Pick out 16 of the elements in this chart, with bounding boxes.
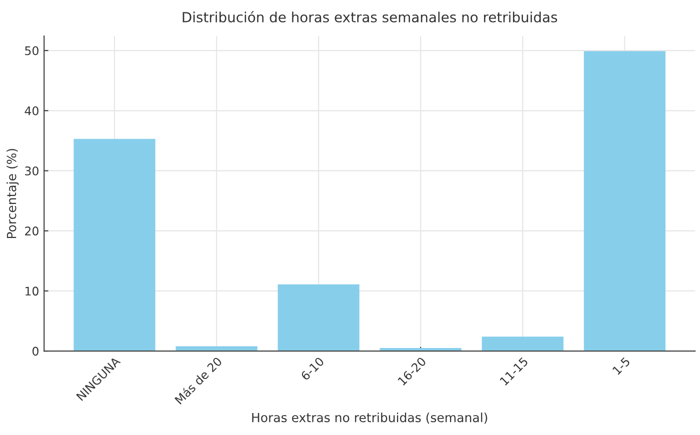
chart-title: Distribución de horas extras semanales no retribuidas [182, 11, 558, 22]
bar [74, 138, 156, 352]
y-tick-label: 10 [26, 286, 38, 296]
y-tick-label: 20 [25, 226, 38, 236]
y-tick-label: 0 [32, 346, 38, 356]
y-tick-label: 40 [24, 106, 38, 116]
bar [482, 336, 564, 352]
x-axis-title: Horas extras no retribuidas (semanal) [252, 412, 488, 424]
bar [584, 51, 666, 352]
x-tick-label: Más de 20 [174, 356, 222, 405]
y-tick-label: 50 [25, 46, 38, 56]
x-tick-label: 1-5 [612, 356, 630, 376]
bar [176, 346, 258, 352]
y-axis-title: Porcentaje (%) [6, 148, 19, 238]
bar [278, 284, 360, 352]
y-tick-label: 30 [25, 166, 38, 176]
